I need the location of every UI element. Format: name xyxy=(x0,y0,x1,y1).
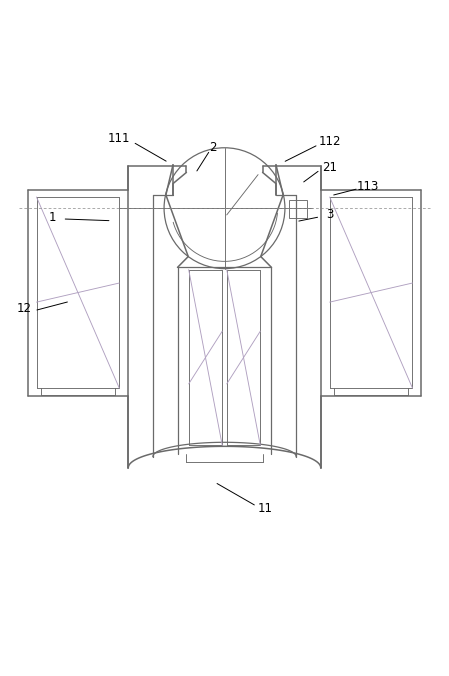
Text: 12: 12 xyxy=(17,302,31,316)
Text: 111: 111 xyxy=(108,132,131,145)
Text: 2: 2 xyxy=(210,141,217,154)
Text: 21: 21 xyxy=(322,160,337,174)
Text: 3: 3 xyxy=(326,208,333,222)
Text: 112: 112 xyxy=(318,135,341,149)
Text: 1: 1 xyxy=(48,211,56,224)
Text: 11: 11 xyxy=(257,502,272,516)
Text: 113: 113 xyxy=(357,180,379,193)
Bar xyxy=(289,200,307,218)
